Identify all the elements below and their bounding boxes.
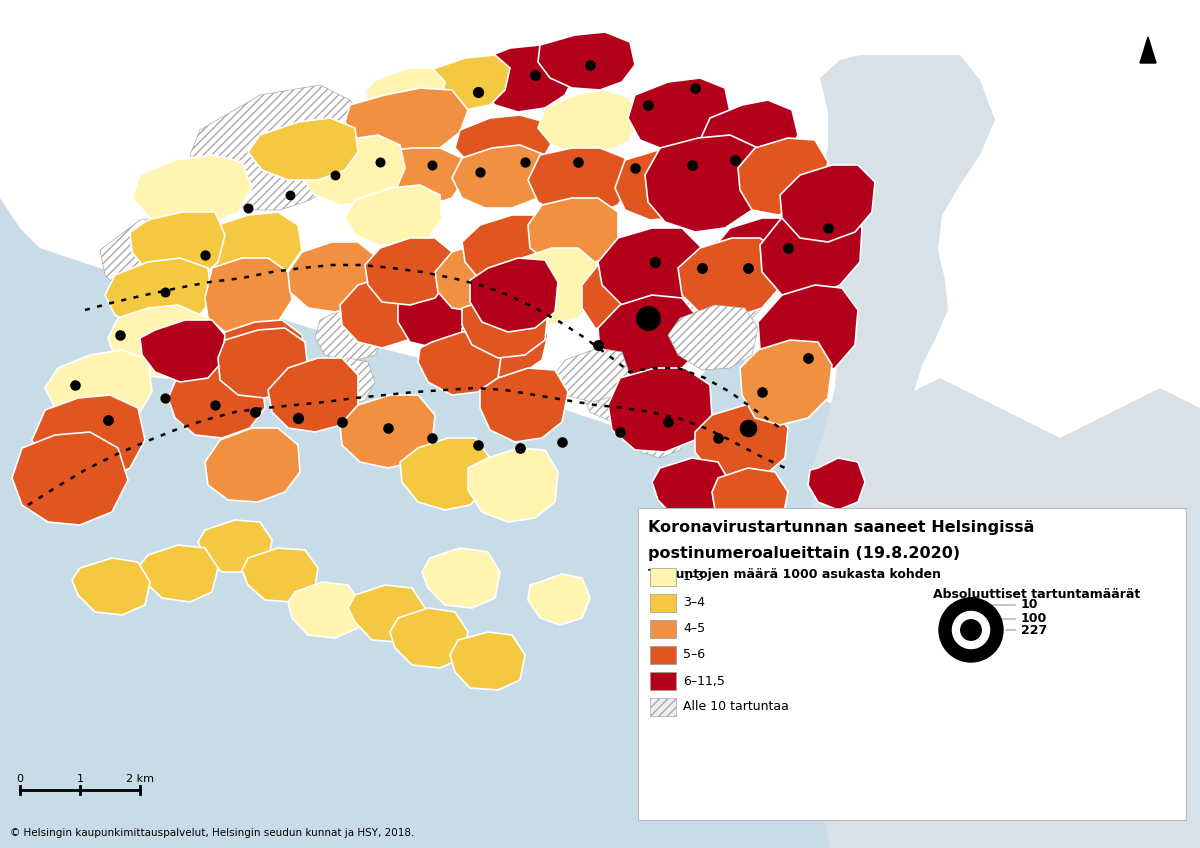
Circle shape: [964, 598, 978, 612]
Polygon shape: [528, 148, 632, 215]
Text: 5–6: 5–6: [683, 649, 706, 661]
Point: [752, 385, 772, 399]
Point: [818, 221, 838, 235]
Polygon shape: [108, 305, 210, 378]
Text: Absoluuttiset tartuntamäärät: Absoluuttiset tartuntamäärät: [934, 588, 1140, 601]
Point: [422, 159, 442, 172]
Polygon shape: [700, 100, 798, 172]
Polygon shape: [748, 522, 818, 578]
Polygon shape: [198, 520, 272, 572]
Polygon shape: [452, 145, 550, 208]
Text: postinumeroalueittain (19.8.2020): postinumeroalueittain (19.8.2020): [648, 546, 960, 561]
Polygon shape: [688, 538, 750, 588]
Polygon shape: [72, 558, 150, 615]
Polygon shape: [314, 305, 385, 362]
Polygon shape: [668, 305, 758, 370]
Polygon shape: [205, 428, 300, 502]
Text: Alle 10 tartuntaa: Alle 10 tartuntaa: [683, 700, 788, 713]
Polygon shape: [398, 268, 482, 348]
Polygon shape: [218, 328, 308, 398]
Polygon shape: [695, 405, 788, 480]
Point: [325, 168, 344, 181]
Point: [468, 85, 487, 98]
Polygon shape: [346, 185, 442, 245]
Point: [526, 68, 545, 81]
Polygon shape: [0, 0, 900, 428]
Point: [659, 416, 678, 429]
Point: [378, 421, 397, 435]
Point: [516, 155, 535, 169]
Polygon shape: [672, 240, 775, 328]
Polygon shape: [582, 368, 652, 422]
Text: 6–11,5: 6–11,5: [683, 674, 725, 688]
Polygon shape: [418, 332, 502, 395]
Polygon shape: [140, 545, 218, 602]
Circle shape: [961, 620, 982, 640]
Polygon shape: [390, 608, 468, 668]
Bar: [650, 672, 676, 690]
Point: [422, 432, 442, 445]
Polygon shape: [132, 155, 252, 228]
Point: [110, 328, 130, 342]
Text: 0: 0: [17, 774, 24, 784]
Bar: [650, 568, 676, 586]
Polygon shape: [758, 285, 858, 378]
Polygon shape: [422, 55, 510, 110]
Polygon shape: [12, 432, 128, 525]
Point: [798, 351, 817, 365]
Polygon shape: [348, 585, 425, 642]
Point: [470, 165, 490, 179]
Point: [468, 438, 487, 452]
Polygon shape: [46, 350, 152, 425]
Polygon shape: [248, 118, 358, 180]
Polygon shape: [168, 362, 265, 438]
Polygon shape: [480, 368, 568, 442]
Polygon shape: [646, 135, 766, 232]
Polygon shape: [32, 395, 145, 482]
Polygon shape: [462, 292, 548, 358]
Bar: [650, 620, 676, 638]
Polygon shape: [630, 408, 688, 458]
Polygon shape: [740, 340, 832, 425]
Point: [246, 405, 265, 419]
Point: [332, 416, 352, 429]
Point: [581, 59, 600, 72]
Polygon shape: [468, 448, 558, 522]
Point: [683, 159, 702, 172]
Polygon shape: [288, 242, 378, 312]
Polygon shape: [462, 310, 548, 378]
Polygon shape: [340, 275, 428, 348]
Text: 100: 100: [995, 612, 1048, 626]
Polygon shape: [0, 0, 1200, 438]
Point: [281, 188, 300, 202]
Text: 10: 10: [980, 599, 1038, 611]
Bar: [650, 646, 676, 664]
Circle shape: [953, 611, 990, 649]
Polygon shape: [598, 228, 702, 308]
Point: [588, 338, 607, 352]
Bar: [650, 594, 676, 612]
Point: [156, 285, 175, 298]
Point: [510, 441, 529, 455]
Text: Koronavirustartunnan saaneet Helsingissä: Koronavirustartunnan saaneet Helsingissä: [648, 520, 1034, 535]
Point: [371, 155, 390, 169]
Polygon shape: [208, 212, 302, 280]
Polygon shape: [455, 115, 552, 172]
Polygon shape: [365, 68, 445, 120]
Polygon shape: [502, 248, 598, 325]
Point: [625, 161, 644, 175]
Polygon shape: [300, 135, 406, 205]
Polygon shape: [738, 138, 828, 215]
Polygon shape: [314, 358, 374, 408]
Polygon shape: [478, 45, 575, 112]
Text: 1: 1: [77, 774, 84, 784]
Point: [65, 378, 84, 392]
Polygon shape: [712, 468, 788, 535]
Circle shape: [950, 598, 992, 640]
Text: 2 km: 2 km: [126, 774, 154, 784]
Text: 1–3: 1–3: [683, 571, 706, 583]
Point: [239, 201, 258, 215]
Polygon shape: [808, 458, 865, 510]
Polygon shape: [288, 582, 362, 638]
